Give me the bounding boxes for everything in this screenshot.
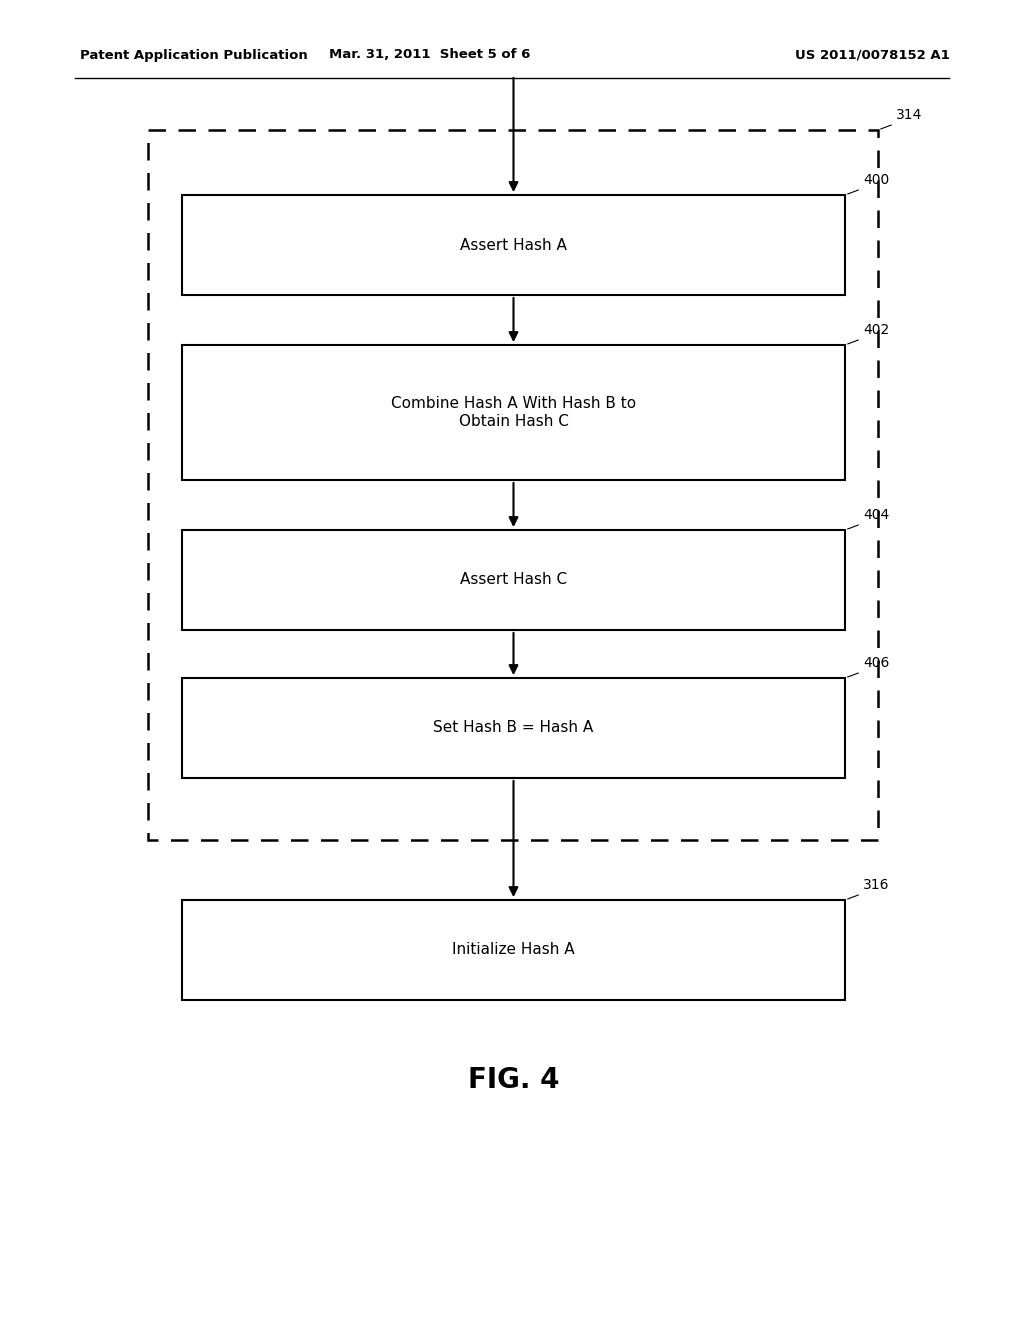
Text: Combine Hash A With Hash B to
Obtain Hash C: Combine Hash A With Hash B to Obtain Has…	[391, 396, 636, 429]
Text: FIG. 4: FIG. 4	[468, 1067, 559, 1094]
Bar	[182, 678, 845, 777]
Text: Assert Hash C: Assert Hash C	[460, 573, 567, 587]
Text: 314: 314	[896, 108, 923, 121]
Text: Patent Application Publication: Patent Application Publication	[80, 49, 308, 62]
Bar	[182, 531, 845, 630]
Text: 406: 406	[863, 656, 890, 671]
Text: Assert Hash A: Assert Hash A	[460, 238, 567, 252]
Text: 404: 404	[863, 508, 889, 521]
Bar	[182, 195, 845, 294]
Text: Mar. 31, 2011  Sheet 5 of 6: Mar. 31, 2011 Sheet 5 of 6	[330, 49, 530, 62]
Text: 402: 402	[863, 323, 889, 337]
Bar	[182, 900, 845, 1001]
Text: 400: 400	[863, 173, 889, 187]
Text: Initialize Hash A: Initialize Hash A	[453, 942, 574, 957]
Bar	[148, 129, 878, 840]
Text: Set Hash B = Hash A: Set Hash B = Hash A	[433, 721, 594, 735]
Text: US 2011/0078152 A1: US 2011/0078152 A1	[796, 49, 950, 62]
Bar	[182, 345, 845, 480]
Text: 316: 316	[863, 878, 890, 892]
